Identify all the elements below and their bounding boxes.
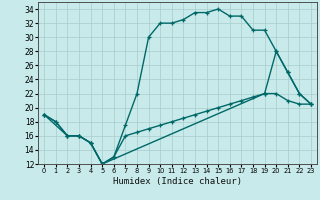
X-axis label: Humidex (Indice chaleur): Humidex (Indice chaleur) <box>113 177 242 186</box>
